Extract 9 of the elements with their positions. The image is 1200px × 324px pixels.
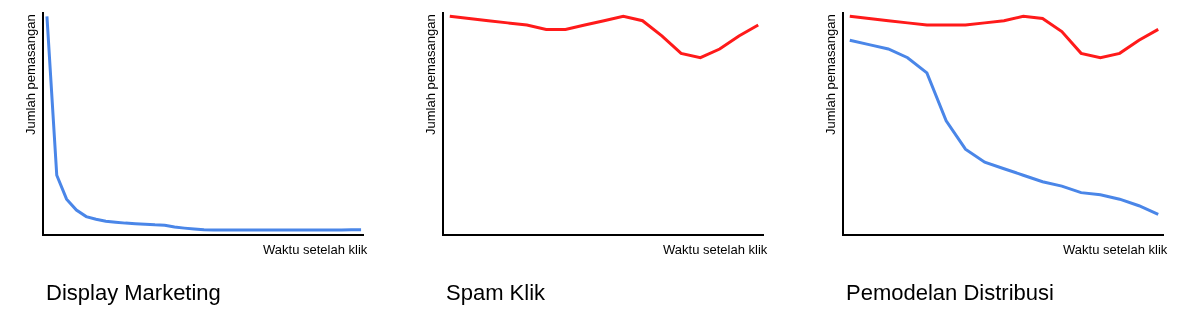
y-axis-title: Jumlah pemasangan xyxy=(823,14,838,135)
y-axis-title: Jumlah pemasangan xyxy=(423,14,438,135)
text: Spam Klik xyxy=(446,280,547,305)
x-axis-title: Waktu setelah klik xyxy=(663,242,768,257)
y-axis-title: Jumlah pemasangan xyxy=(23,14,38,135)
text: Pemodelan Distribusi xyxy=(846,280,1054,305)
x-axis-title: Waktu setelah klik xyxy=(1063,242,1168,257)
text: Display Marketing xyxy=(46,280,221,305)
x-axis-title: Waktu setelah klik xyxy=(263,242,368,257)
